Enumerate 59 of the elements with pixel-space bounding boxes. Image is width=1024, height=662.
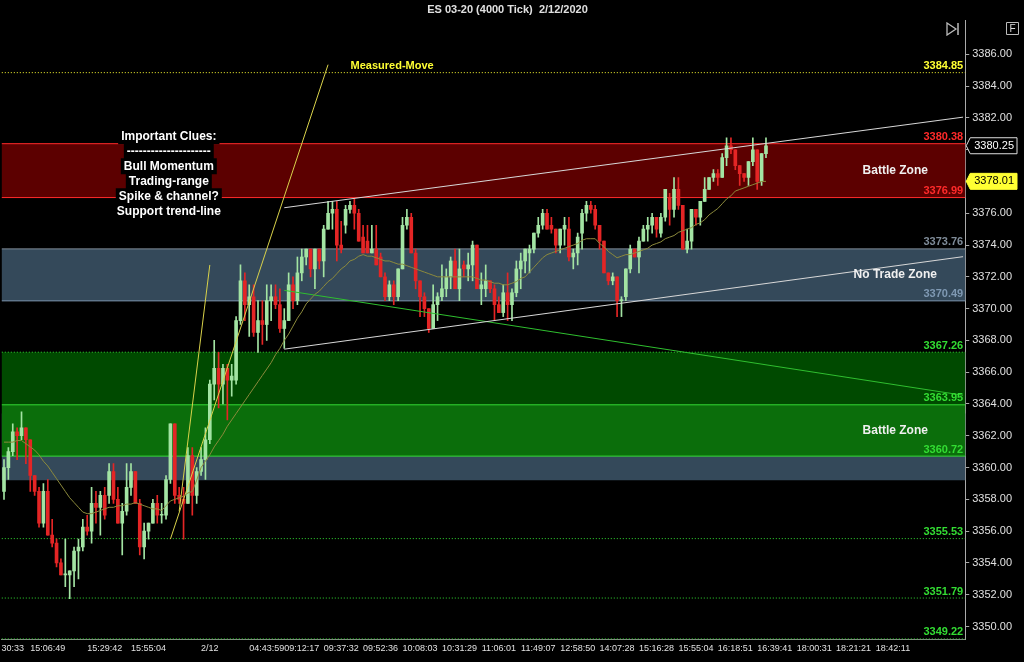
- x-tick-label: 09:12:17: [284, 643, 320, 654]
- x-tick-label: 18:42:11: [875, 643, 911, 654]
- y-tick-label: 3366.00: [972, 365, 1012, 378]
- ref-line-label: 3380.38: [923, 130, 964, 143]
- ref-line-label: 3384.85: [923, 59, 964, 72]
- x-tick-label: 14:07:28: [599, 643, 635, 654]
- y-tick-label: 3354.00: [972, 555, 1012, 568]
- band-label: No Trade Zone: [853, 267, 938, 282]
- text: F: [1009, 22, 1016, 34]
- x-tick-label: 09:52:36: [363, 643, 399, 654]
- x-tick-label: 09:37:32: [323, 643, 359, 654]
- y-tick-label: 3384.00: [972, 79, 1012, 92]
- band-label: Battle Zone: [862, 162, 929, 177]
- x-tick-label: 11:06:01: [481, 643, 517, 654]
- text: 3378.01: [974, 174, 1014, 187]
- band-label: Battle Zone: [862, 422, 929, 437]
- ref-line-label: 3370.49: [923, 287, 964, 300]
- x-tick-label: 18:21:21: [836, 643, 872, 654]
- y-tick-label: 3364.00: [972, 397, 1012, 410]
- x-tick-label: 15:55:04: [130, 643, 167, 654]
- x-tick-label: 04:43:59: [249, 643, 285, 654]
- y-tick-label: 3350.00: [972, 619, 1012, 632]
- ref-line-label: 3367.26: [923, 338, 964, 351]
- text: 3380.25: [974, 138, 1014, 151]
- x-tick-label: 30:33: [1, 643, 25, 654]
- chart-title: ES 03-20 (4000 Tick) 2/12/2020: [427, 2, 588, 15]
- x-tick-label: 16:18:51: [717, 643, 753, 654]
- x-tick-label: 10:08:03: [402, 643, 438, 654]
- y-tick-label: 3352.00: [972, 587, 1012, 600]
- x-tick-label: 10:31:29: [441, 643, 477, 654]
- x-tick-label: 12:58:50: [560, 643, 596, 654]
- ref-line-label: 3351.79: [923, 584, 964, 597]
- y-tick-label: 3362.00: [972, 428, 1012, 441]
- ref-line-label: 3355.53: [923, 525, 964, 538]
- annotation: Measured-Move: [350, 59, 434, 72]
- ref-line-label: 3360.72: [923, 442, 964, 455]
- y-tick-label: 3372.00: [972, 269, 1012, 282]
- y-tick-label: 3382.00: [972, 110, 1012, 123]
- y-tick-label: 3374.00: [972, 238, 1012, 251]
- x-tick-label: 15:16:28: [638, 643, 675, 654]
- annotation: Important Clues: --------------------- Bull Momentum Trading-range Spike & channel? Support trend-line: [116, 128, 222, 218]
- x-tick-label: 15:06:49: [30, 643, 66, 654]
- x-tick-label: 2/12: [201, 643, 219, 654]
- ref-line-label: 3363.95: [923, 391, 964, 404]
- x-tick-label: 15:55:04: [678, 643, 714, 654]
- x-tick-label: 15:29:42: [87, 643, 123, 654]
- y-tick-label: 3386.00: [972, 47, 1012, 60]
- ref-line-label: 3376.99: [923, 184, 964, 197]
- y-tick-label: 3360.00: [972, 460, 1012, 473]
- ref-line-label: 3373.76: [923, 235, 964, 248]
- y-tick-label: 3376.00: [972, 206, 1012, 219]
- y-tick-label: 3356.00: [972, 524, 1012, 537]
- x-tick-label: 16:39:41: [757, 643, 793, 654]
- x-tick-label: 18:00:31: [796, 643, 832, 654]
- ref-line-label: 3349.22: [923, 625, 964, 638]
- y-tick-label: 3358.00: [972, 492, 1012, 505]
- y-tick-label: 3370.00: [972, 301, 1012, 314]
- x-tick-label: 11:49:07: [521, 643, 556, 654]
- y-tick-label: 3368.00: [972, 333, 1012, 346]
